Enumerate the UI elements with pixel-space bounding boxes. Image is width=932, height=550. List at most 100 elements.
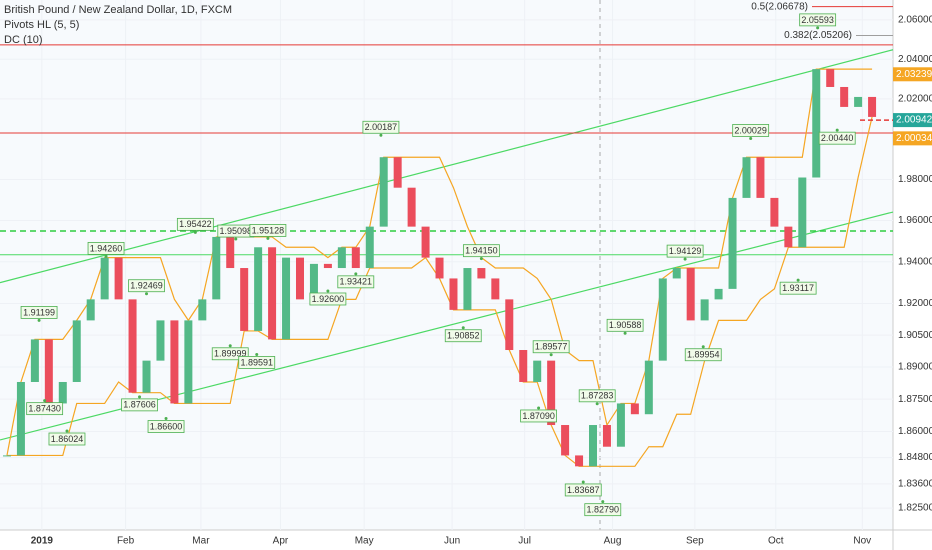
- pivot-label: 1.90588: [609, 320, 642, 330]
- y-tick-label: 2.04000: [898, 54, 932, 65]
- y-tick-label: 2.02000: [898, 94, 932, 105]
- candle: [365, 226, 374, 269]
- x-tick-label: Sep: [686, 536, 704, 547]
- pivot-label: 1.91199: [23, 307, 55, 317]
- pivot-label: 1.95128: [252, 225, 285, 235]
- candle: [547, 360, 556, 426]
- pivot-label: 1.92469: [130, 281, 163, 291]
- pivot-point: [537, 406, 541, 410]
- pivot-label-box: [337, 275, 375, 289]
- pivot-label: 1.90852: [447, 331, 480, 341]
- pivot-label-box: [20, 306, 58, 319]
- chart-title: British Pound / New Zealand Dollar, 1D, …: [4, 4, 233, 16]
- pivot-label: 1.93117: [782, 283, 814, 293]
- pivot-label: 1.95422: [179, 219, 212, 229]
- candle: [602, 425, 611, 447]
- candle: [784, 226, 793, 248]
- x-tick-label: Feb: [117, 536, 135, 547]
- candle: [589, 425, 598, 467]
- candle: [533, 360, 542, 382]
- candle: [351, 247, 360, 269]
- y-tick-label: 1.94000: [898, 256, 932, 267]
- y-tick-label: 2.06000: [898, 15, 932, 26]
- x-tick-label: May: [355, 536, 374, 547]
- pivot-label-box: [684, 348, 722, 362]
- pivot-label-box: [532, 340, 570, 354]
- candle: [268, 247, 277, 340]
- candle: [407, 187, 416, 227]
- candle: [561, 425, 570, 456]
- pivot-label: 1.95098: [220, 226, 253, 236]
- pivot-point: [749, 136, 753, 140]
- candle: [435, 257, 444, 279]
- x-tick-label: Mar: [192, 536, 210, 547]
- pivot-point: [354, 272, 358, 276]
- x-tick-label: Nov: [853, 536, 871, 547]
- candle: [254, 247, 263, 331]
- x-tick-label: Aug: [604, 536, 622, 547]
- candle: [658, 278, 667, 361]
- x-tick-label: 2019: [31, 536, 54, 547]
- candle: [826, 69, 835, 87]
- pivot-point: [145, 292, 149, 296]
- pivot-label: 1.93421: [340, 277, 373, 287]
- candle: [714, 288, 723, 300]
- pivot-label: 2.05593: [801, 15, 834, 25]
- candle: [226, 236, 235, 269]
- pivot-label-box: [462, 244, 500, 258]
- pivot-label: 1.87430: [28, 404, 61, 414]
- pivot-label: 1.83687: [567, 485, 600, 495]
- y-tick-label: 1.87500: [898, 394, 932, 405]
- x-tick-label: Jul: [518, 536, 531, 547]
- candle: [644, 360, 653, 415]
- pivot-point: [623, 331, 627, 335]
- candle: [72, 320, 81, 382]
- plot-bg: [0, 0, 893, 530]
- price-badge-label: 2.00942: [896, 115, 932, 126]
- y-tick-label: 1.82500: [898, 503, 932, 514]
- candle: [156, 320, 165, 361]
- pivot-label: 1.87090: [522, 411, 555, 421]
- pivot-label-box: [128, 279, 165, 293]
- y-tick-label: 1.89000: [898, 362, 932, 373]
- pivot-point: [193, 230, 197, 234]
- pivot-label-box: [249, 224, 287, 237]
- pivot-label: 1.82790: [587, 505, 620, 515]
- candle: [323, 263, 332, 269]
- pivot-point: [255, 352, 259, 356]
- pivot-label-box: [26, 402, 64, 416]
- pivot-point: [683, 257, 687, 261]
- pivot-point: [601, 500, 605, 504]
- price-badge-label: 2.03239: [896, 69, 932, 80]
- pivot-point: [479, 257, 483, 261]
- pivot-point: [104, 254, 108, 258]
- pivot-point: [234, 237, 238, 241]
- candle: [477, 268, 486, 279]
- y-tick-label: 1.96000: [898, 215, 932, 226]
- pivot-label-box: [799, 13, 837, 27]
- pivot-label-box: [362, 120, 400, 134]
- pivot-label-box: [48, 432, 86, 446]
- pivot-label: 1.86600: [150, 421, 183, 431]
- pivot-point: [701, 345, 705, 349]
- candle: [868, 96, 877, 117]
- candle: [770, 197, 779, 227]
- candle: [170, 320, 179, 404]
- pivot-label: 1.87606: [123, 400, 156, 410]
- pivot-point: [461, 326, 465, 330]
- candle: [840, 86, 849, 107]
- candle: [309, 263, 318, 300]
- candle: [686, 268, 695, 321]
- candle: [44, 339, 53, 404]
- candle: [58, 381, 67, 404]
- pivot-point: [379, 133, 383, 137]
- pivot-point: [228, 344, 232, 348]
- pivot-point: [326, 289, 330, 293]
- trendline: [0, 49, 894, 284]
- donchian-upper: [6, 68, 873, 456]
- candle: [282, 257, 291, 340]
- candle: [463, 268, 472, 310]
- pivot-label: 1.89591: [240, 357, 273, 367]
- pivot-point: [164, 417, 168, 421]
